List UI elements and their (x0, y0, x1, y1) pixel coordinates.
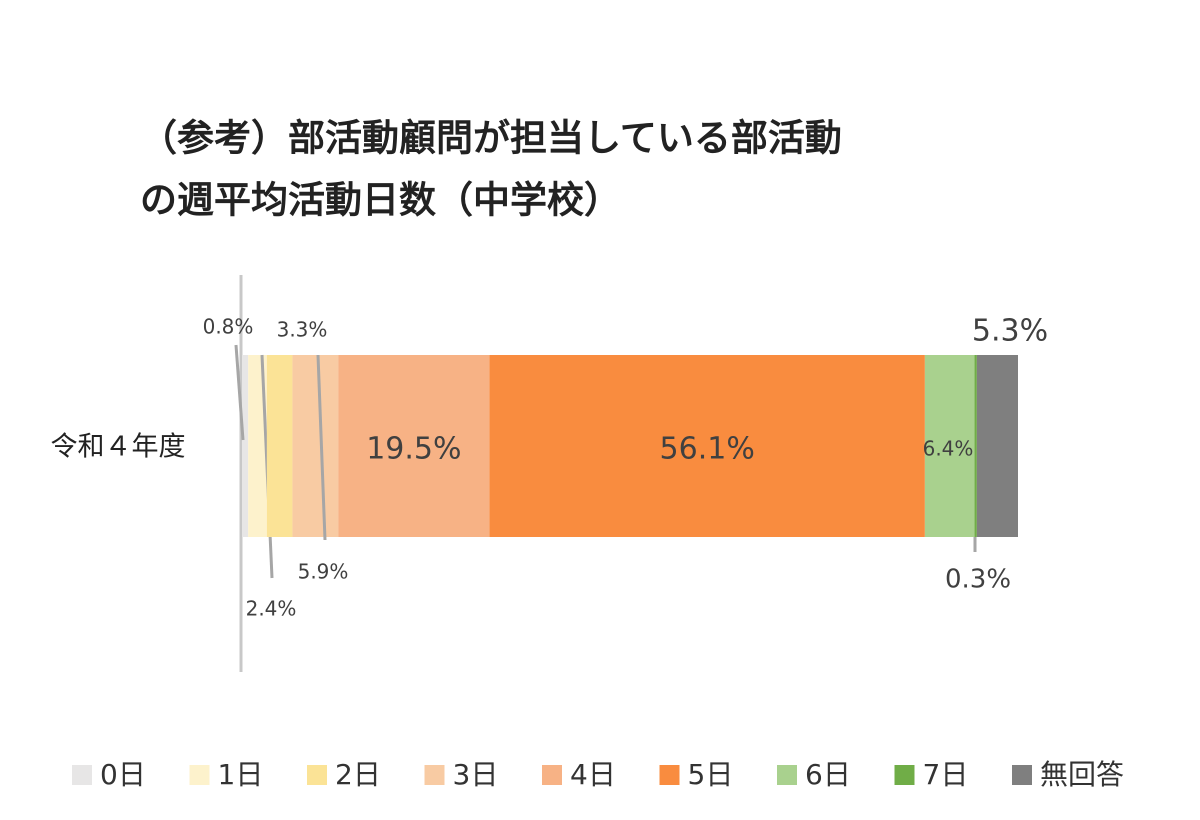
legend-label: 0日 (100, 758, 146, 791)
bar-segment (976, 355, 1018, 537)
legend-label: 4日 (570, 758, 616, 791)
chart-title: の週平均活動日数（中学校） (140, 179, 621, 222)
data-label: 0.3% (945, 565, 1011, 595)
legend-label: 無回答 (1040, 758, 1124, 791)
legend-swatch (894, 765, 915, 785)
legend-swatch (542, 765, 562, 785)
legend-label: 2日 (335, 758, 381, 791)
data-label: 0.8% (203, 315, 254, 339)
legend-swatch (189, 765, 210, 785)
legend-label: 6日 (805, 758, 851, 791)
legend-swatch (424, 765, 445, 785)
legend-label: 7日 (923, 758, 969, 791)
bar-segment (292, 355, 339, 537)
bar-segment (248, 355, 267, 537)
data-label: 2.4% (246, 597, 297, 621)
leader-line (234, 344, 245, 441)
bar-segment (338, 355, 490, 537)
legend-swatch (72, 765, 92, 785)
legend-swatch (777, 765, 797, 785)
data-label: 6.4% (923, 437, 974, 461)
bar-segment (974, 355, 977, 537)
bar-segment (924, 355, 975, 537)
bar-segment (242, 355, 249, 537)
legend-label: 3日 (453, 758, 499, 791)
legend-swatch (307, 765, 327, 785)
legend-swatch (1012, 765, 1032, 785)
data-label: 5.3% (972, 314, 1048, 349)
leader-line (316, 354, 327, 541)
bar-segment (266, 355, 293, 537)
data-label: 19.5% (366, 432, 461, 467)
data-label: 3.3% (277, 318, 328, 342)
bar-segment (489, 355, 925, 537)
category-label: 令和４年度 (51, 432, 186, 463)
legend-swatch (659, 765, 680, 785)
chart-title: （参考）部活動顧問が担当している部活動 (140, 117, 842, 160)
legend-label: 1日 (218, 758, 264, 791)
data-label: 56.1% (660, 432, 755, 467)
data-label: 5.9% (298, 560, 349, 584)
legend-label: 5日 (688, 758, 734, 791)
